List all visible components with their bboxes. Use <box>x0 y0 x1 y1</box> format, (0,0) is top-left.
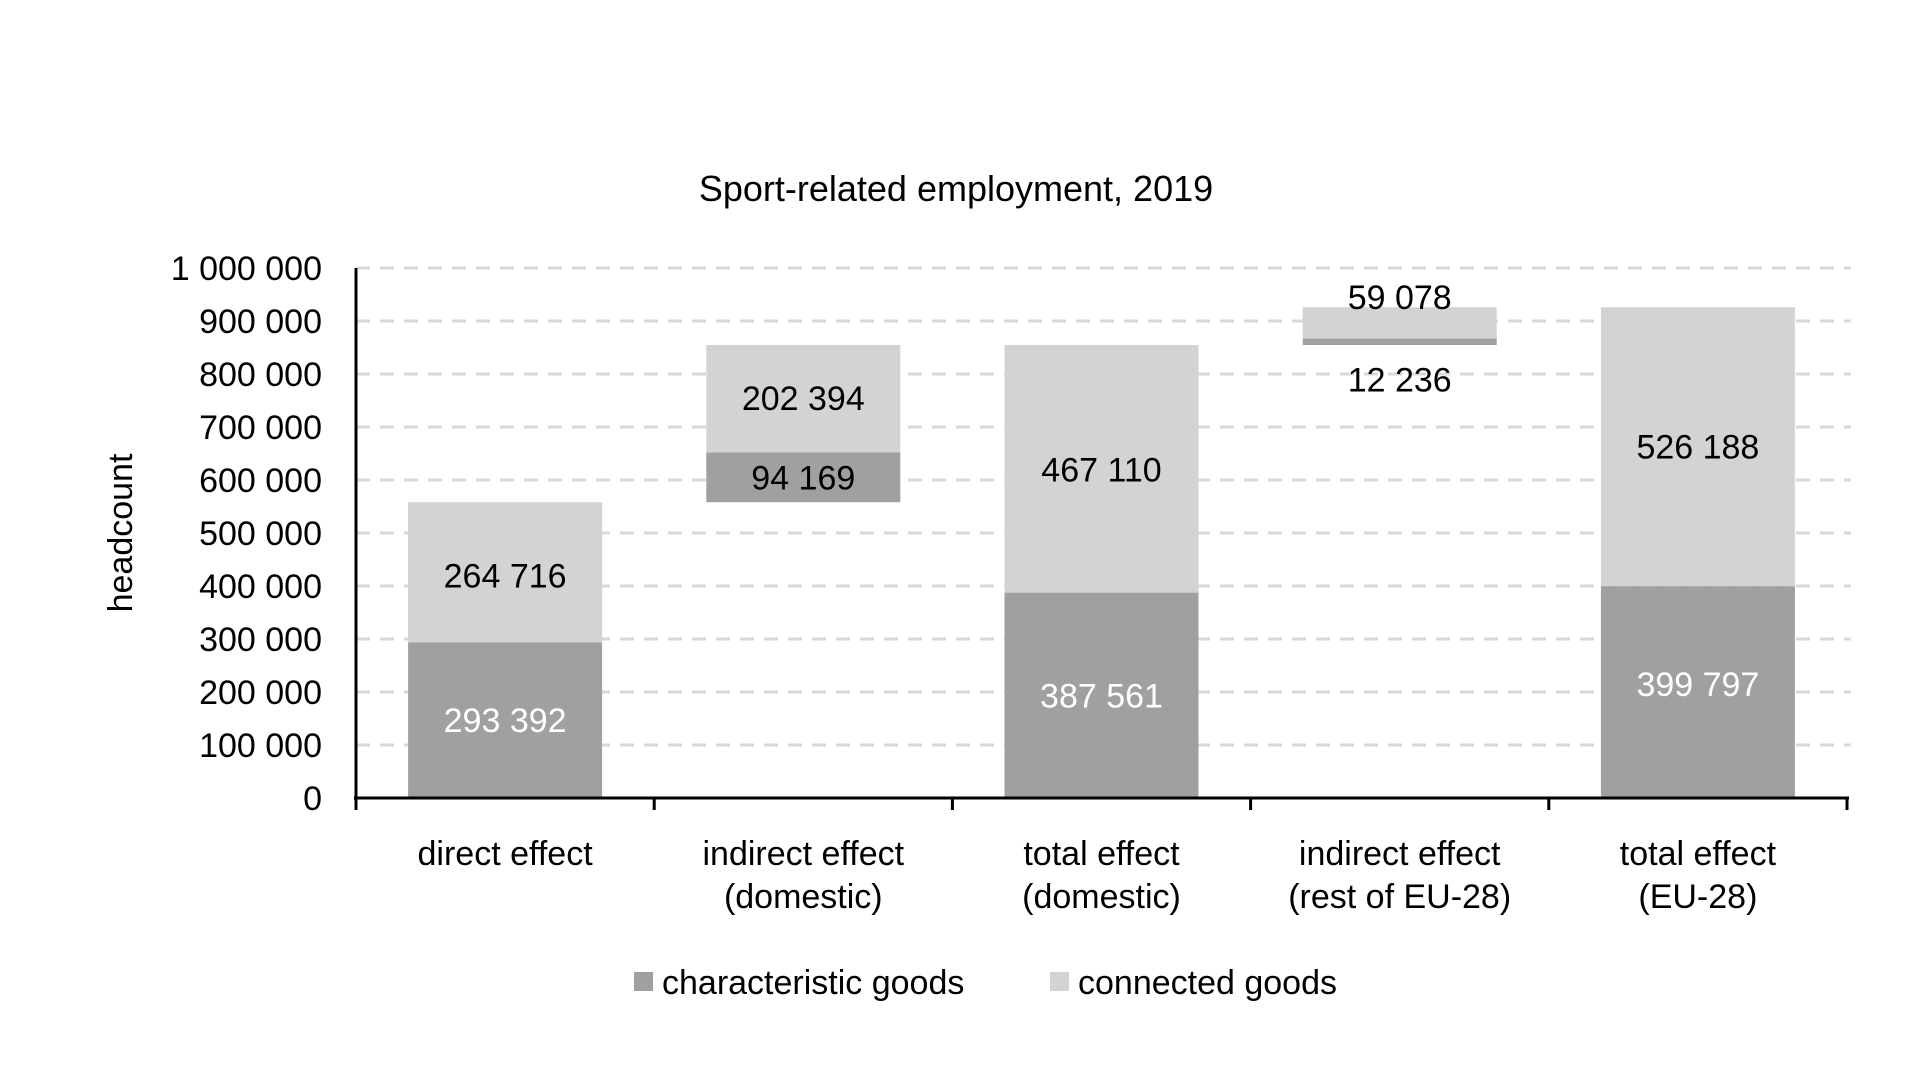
legend-label: connected goods <box>1078 964 1337 1002</box>
bar-characteristic <box>408 642 603 798</box>
data-label: 59 078 <box>1348 279 1452 317</box>
data-label: 202 394 <box>742 380 865 418</box>
data-label: 293 392 <box>444 702 567 740</box>
data-labels: 293 392 264 716 94 169 202 394 387 561 467 11… <box>444 279 1760 740</box>
data-label: 387 561 <box>1040 678 1163 716</box>
x-tick-labels: direct effect indirect effect (domestic) to… <box>418 835 1777 916</box>
data-label: 94 169 <box>751 459 855 497</box>
legend-label: characteristic goods <box>662 964 964 1002</box>
chart-title: Sport-related employment, 2019 <box>699 168 1213 209</box>
legend-swatch-connected <box>1050 972 1069 991</box>
bar-characteristic <box>706 452 901 503</box>
bar-connected <box>706 345 901 453</box>
y-tick-label: 400 000 <box>199 568 322 606</box>
y-tick-label: 800 000 <box>199 356 322 394</box>
data-label: 526 188 <box>1636 429 1759 467</box>
bars <box>408 307 1795 798</box>
x-tick-label: total effect <box>1620 835 1777 873</box>
data-label: 467 110 <box>1041 451 1161 489</box>
y-axis-label: headcount <box>102 453 140 612</box>
y-tick-label: 900 000 <box>199 303 322 341</box>
bar-characteristic <box>1004 592 1199 798</box>
legend: characteristic goods connected goods <box>634 964 1337 1002</box>
y-tick-label: 300 000 <box>199 621 322 659</box>
x-tick-label: (domestic) <box>1022 878 1181 916</box>
bar-characteristic <box>1600 586 1795 798</box>
y-tick-label: 100 000 <box>199 727 322 765</box>
y-tick-label: 500 000 <box>199 515 322 553</box>
data-label: 399 797 <box>1636 666 1759 704</box>
y-tick-label: 200 000 <box>199 674 322 712</box>
bar-connected <box>1600 307 1795 587</box>
bar-characteristic <box>1302 338 1497 346</box>
y-tick-labels: 0 100 000 200 000 300 000 400 000 500 000 600 … <box>171 250 322 818</box>
bar-connected <box>408 502 603 643</box>
x-tick-label: (rest of EU-28) <box>1288 878 1511 916</box>
bar-connected <box>1004 345 1199 593</box>
data-label: 12 236 <box>1348 361 1452 399</box>
y-tick-label: 600 000 <box>199 462 322 500</box>
bar-connected <box>1302 307 1497 339</box>
y-tick-label: 1 000 000 <box>171 250 322 288</box>
y-tick-label: 0 <box>303 780 322 818</box>
x-tick-label: (EU-28) <box>1638 878 1757 916</box>
legend-swatch-characteristic <box>634 972 653 991</box>
x-tick-label: (domestic) <box>724 878 883 916</box>
axes <box>354 268 1849 810</box>
x-tick-label: indirect effect <box>703 835 905 873</box>
x-tick-label: total effect <box>1023 835 1180 873</box>
data-label: 264 716 <box>444 557 567 595</box>
y-tick-label: 700 000 <box>199 409 322 447</box>
x-tick-label: indirect effect <box>1299 835 1501 873</box>
x-tick-label: direct effect <box>418 835 594 873</box>
